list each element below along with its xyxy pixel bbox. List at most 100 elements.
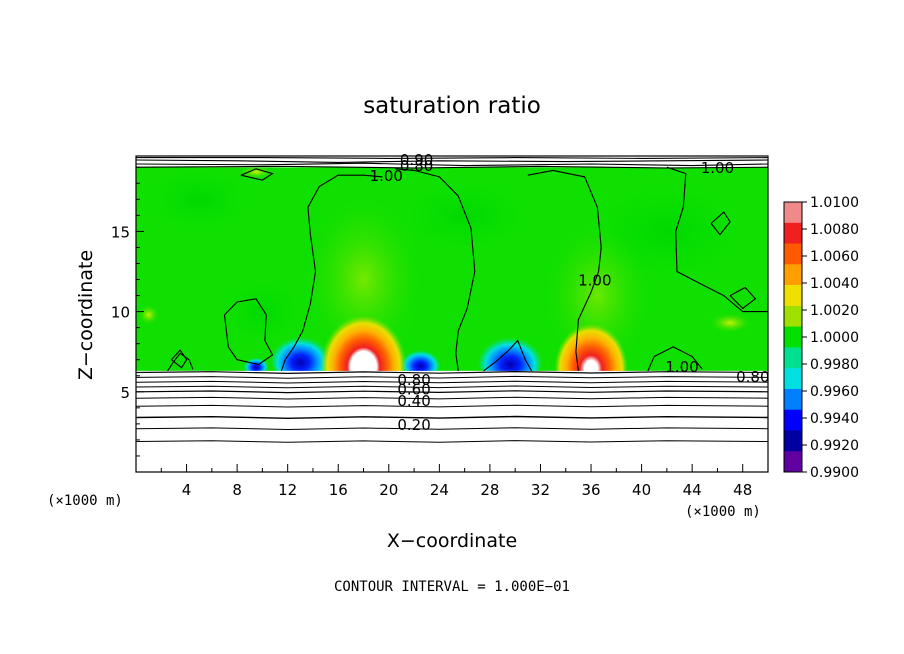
y-tick-label: 10 — [111, 304, 130, 322]
colorbar-swatch — [784, 305, 802, 328]
x-tick-label: 28 — [480, 481, 499, 499]
colorbar-swatch — [784, 202, 802, 224]
x-tick-label: 16 — [329, 481, 348, 499]
contour-interval-footer: CONTOUR INTERVAL = 1.000E−01 — [334, 579, 570, 595]
contour-label: 0.80 — [400, 157, 433, 175]
colorbar-label: 1.0000 — [810, 330, 859, 346]
x-tick-label: 8 — [232, 481, 242, 499]
colorbar-label: 0.9940 — [810, 411, 859, 427]
contour-label: 1.00 — [578, 272, 611, 290]
x-unit-left: (×1000 m) — [47, 493, 123, 509]
contour-line-1-00 — [527, 169, 602, 371]
contour-line-small — [167, 352, 194, 372]
green-patch — [401, 180, 528, 251]
x-tick-label: 4 — [182, 481, 192, 499]
colorbar-label: 0.9980 — [810, 357, 859, 373]
colorbar-label: 0.9900 — [810, 465, 859, 481]
green-patch — [224, 279, 301, 344]
contour-line-top — [136, 159, 768, 163]
x-tick-label: 12 — [278, 481, 297, 499]
plot-frame — [135, 155, 769, 473]
colorbar-label: 0.9920 — [810, 438, 859, 454]
contour-line-lower — [136, 396, 768, 400]
blue-minimum — [243, 354, 269, 375]
yellow-patch — [709, 313, 751, 333]
contour-line-small — [170, 349, 188, 369]
colorbar-swatch — [784, 264, 802, 286]
contour-line-lower — [136, 440, 768, 443]
contour-line-lower — [136, 404, 768, 408]
blue-minimum — [400, 345, 441, 378]
contour-line-small — [240, 168, 274, 181]
contour-line-1-00 — [223, 298, 274, 366]
colorbar-label: 1.0060 — [810, 249, 859, 265]
colorbar-swatch — [784, 222, 802, 245]
contour-label: 0.40 — [397, 392, 430, 410]
chart-title: saturation ratio — [363, 93, 541, 119]
contour-line-small — [729, 286, 757, 310]
x-unit-right: (×1000 m) — [685, 504, 761, 520]
colorbar-label: 1.0100 — [810, 195, 859, 211]
contour-line-small — [483, 339, 533, 372]
contour-line-lower — [136, 375, 768, 379]
x-axis-ticks: 4 8 12 16 20 24 28 32 36 40 44 48 — [160, 464, 752, 499]
contour-labels: 0.900.801.00 1.001.001.000.800.600.800.40… — [370, 151, 770, 434]
contour-label: 1.00 — [665, 358, 698, 376]
contour-line-1-00 — [280, 174, 383, 372]
plot-area — [136, 156, 768, 472]
contour-line-lower — [136, 390, 768, 394]
contour-label: 0.20 — [397, 416, 430, 434]
x-tick-label: 40 — [632, 481, 651, 499]
contour-label: 0.80 — [397, 371, 430, 389]
colorbar-swatch — [784, 451, 802, 473]
colorbar-label: 0.9960 — [810, 384, 859, 400]
y-axis-ticks: 5 10 15 — [111, 166, 144, 457]
y-tick-label: 5 — [120, 384, 130, 402]
contour-line-1-00 — [647, 346, 703, 372]
x-tick-label: 48 — [733, 481, 752, 499]
y-axis-label: Z−coordinate — [75, 250, 97, 380]
colorbar-label: 1.0020 — [810, 303, 859, 319]
upper-white-band — [136, 156, 768, 168]
x-tick-label: 20 — [379, 481, 398, 499]
contour-label: 0.80 — [736, 368, 769, 386]
colorbar-swatch — [784, 347, 802, 369]
contour-line-lower — [136, 427, 768, 431]
contour-label: 1.00 — [701, 159, 734, 177]
colorbar-swatch — [784, 368, 802, 390]
contour-line-small — [710, 211, 731, 236]
green-patch — [148, 167, 250, 232]
colorbar: 1.0100 1.0080 1.0060 1.0040 1.0020 1.0000 0.99… — [783, 195, 859, 481]
colorbar-swatch — [784, 326, 802, 348]
contour-line-top — [136, 162, 768, 167]
contour-line-1-00 — [395, 168, 476, 371]
contour-line-top — [136, 165, 768, 169]
contour-line-lower — [136, 380, 768, 384]
colorbar-swatch — [784, 409, 802, 431]
x-axis-label: X−coordinate — [387, 530, 517, 552]
contour-line-lower — [136, 370, 768, 375]
x-tick-label: 36 — [581, 481, 600, 499]
x-tick-label: 32 — [531, 481, 550, 499]
contour-line-top — [136, 157, 768, 159]
contour-label: 0.60 — [397, 381, 430, 399]
contour-lines — [136, 157, 768, 443]
colorbar-label: 1.0040 — [810, 276, 859, 292]
x-tick-label: 44 — [683, 481, 702, 499]
contour-line-1-00 — [666, 166, 768, 313]
colorbar-swatch — [784, 430, 802, 452]
contour-line-lower — [136, 385, 768, 389]
x-tick-label: 24 — [430, 481, 449, 499]
blue-minimum — [477, 329, 544, 384]
colorbar-swatch — [784, 243, 802, 265]
contour-label: 1.00 — [370, 167, 403, 185]
blue-minimum — [269, 329, 331, 381]
colorbar-label: 1.0080 — [810, 222, 859, 238]
y-tick-label: 15 — [111, 223, 130, 241]
colorbar-swatch — [784, 388, 802, 411]
contour-line-lower — [136, 415, 768, 420]
yellow-patch — [239, 165, 273, 179]
colorbar-swatch — [784, 285, 802, 307]
yellow-patch — [138, 305, 159, 325]
